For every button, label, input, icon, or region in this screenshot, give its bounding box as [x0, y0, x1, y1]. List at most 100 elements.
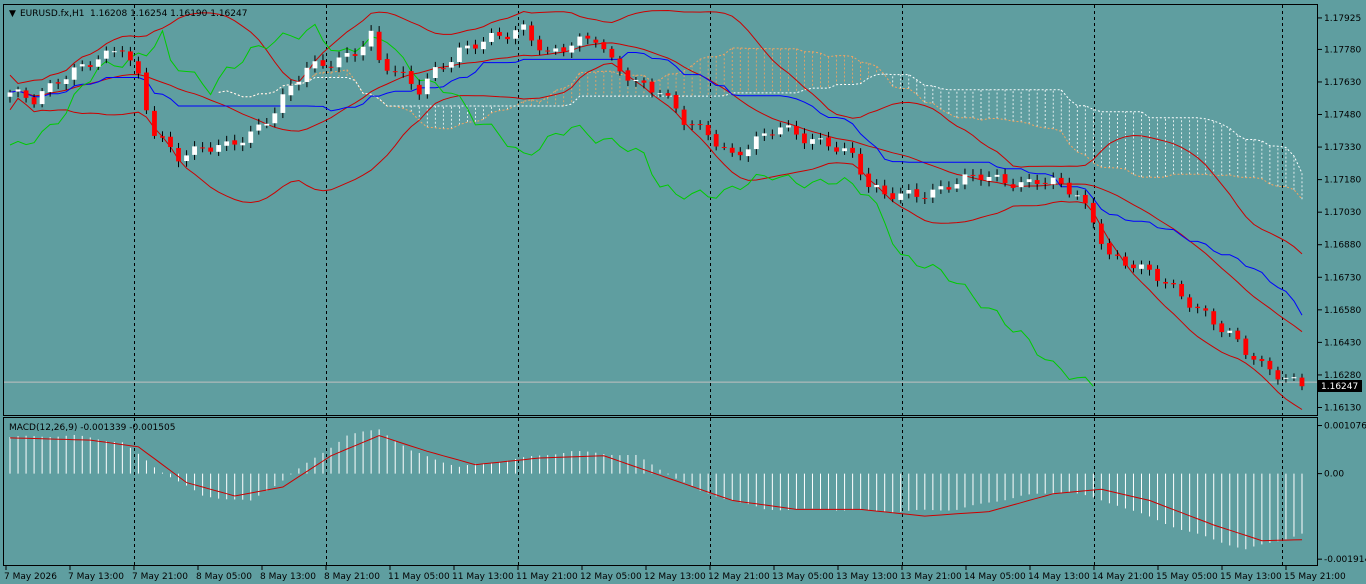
candle-bear [794, 126, 799, 135]
price-tick-label: 1.17480 [1324, 111, 1361, 121]
time-tick-label: 15 May 21:00 [1284, 572, 1346, 582]
candle-bull [986, 176, 992, 181]
time-tick-label: 7 May 2026 [4, 572, 57, 582]
candle-bear [55, 82, 61, 84]
candle-bull [216, 145, 222, 152]
candle-bear [914, 189, 920, 197]
candle-bear [328, 66, 334, 68]
candle-bear [384, 59, 390, 71]
candle-bear [585, 35, 591, 39]
price-tick-label: 1.16580 [1324, 306, 1361, 316]
candle-bull [79, 64, 85, 67]
candle-bear [1010, 184, 1016, 188]
candle-bear [802, 133, 807, 144]
candle-bear [1082, 194, 1088, 204]
candle-bear [1042, 182, 1048, 184]
candle-bull [192, 146, 197, 155]
candle-bear [1243, 338, 1249, 355]
candle-bear [890, 193, 896, 200]
candle-bear [1259, 358, 1265, 362]
price-tick-label: 1.16280 [1324, 371, 1361, 381]
candle-bear [1163, 281, 1168, 284]
candle-bear [1115, 254, 1120, 256]
candle-bull [47, 83, 53, 93]
axes: 1.17925 1.17780 1.17630 1.17480 1.17330 1.171… [4, 14, 1366, 582]
candle-bear [1002, 174, 1008, 184]
candle-bull [489, 32, 494, 42]
candle-bull [71, 67, 77, 80]
candle-bear [352, 54, 358, 56]
candle-bull [753, 136, 759, 150]
time-tick-label: 15 May 13:00 [1220, 572, 1282, 582]
candle-bear [1147, 264, 1152, 270]
candle-bull [248, 131, 254, 143]
candle-bear [200, 147, 206, 149]
time-tick-label: 13 May 05:00 [772, 572, 834, 582]
macd-tick-label: 0.00 [1324, 470, 1344, 480]
candle-bear [1267, 360, 1273, 370]
candle-bull [184, 155, 189, 162]
time-tick-label: 14 May 21:00 [1092, 572, 1154, 582]
candle-bear [1034, 180, 1040, 184]
candle-bear [681, 109, 687, 125]
candle-bear [1251, 356, 1257, 360]
candle-bear [1195, 306, 1201, 309]
time-tick-label: 8 May 05:00 [196, 572, 252, 582]
candle-bear [1187, 297, 1193, 308]
candle-bear [1106, 243, 1112, 255]
candle-bear [1155, 268, 1160, 281]
candle-bull [7, 92, 13, 97]
price-tick-label: 1.17180 [1324, 176, 1361, 186]
candle-bull [1291, 377, 1297, 379]
candle-bear [168, 136, 173, 148]
candle-bear [1235, 330, 1241, 340]
candle-bear [641, 80, 647, 83]
senkou-span-b [218, 73, 1303, 174]
candle-bear [1066, 182, 1072, 195]
candle-bear [826, 137, 831, 147]
candle-bull [304, 67, 310, 82]
candle-bull [1050, 177, 1056, 185]
candle-bear [593, 39, 599, 43]
candle-bull [240, 142, 246, 146]
macd-panel [9, 429, 1303, 550]
candle-bear [473, 44, 478, 49]
candle-bear [440, 68, 446, 70]
candle-bear [729, 147, 735, 153]
candle-bear [601, 42, 607, 50]
candle-bear [1203, 308, 1209, 311]
candle-bear [392, 71, 398, 73]
candle-bull [1227, 330, 1233, 333]
header-arrow[interactable]: ▼ [9, 9, 16, 19]
candle-bear [1123, 256, 1128, 266]
current-price-label: 1.16247 [1321, 382, 1358, 392]
grid [4, 5, 1318, 565]
candle-bull [633, 79, 639, 81]
candle-bear [697, 124, 703, 126]
candle-bull [777, 127, 783, 135]
candle-bear [376, 31, 382, 61]
candle-bear [649, 81, 655, 93]
candle-bull [553, 48, 559, 52]
candle-bear [497, 32, 502, 36]
macd-frame [3, 417, 1318, 566]
candle-bear [119, 50, 125, 52]
candle-bear [400, 71, 406, 73]
price-tick-label: 1.16730 [1324, 273, 1361, 283]
symbol-label: EURUSD.fx,H1 [20, 9, 84, 19]
candle-bear [31, 97, 37, 105]
candle-bear [834, 147, 839, 152]
candle-bear [1090, 202, 1096, 223]
candle-bull [818, 138, 823, 140]
candle-bear [922, 197, 928, 199]
candle-bear [144, 72, 149, 111]
macd-tick-label: 0.001076 [1324, 422, 1366, 432]
candle-bear [609, 48, 615, 58]
candle-bull [224, 141, 230, 146]
candle-bear [176, 148, 181, 162]
time-tick-label: 7 May 21:00 [132, 572, 188, 582]
candle-bear [545, 50, 551, 52]
candle-bull [938, 186, 944, 190]
